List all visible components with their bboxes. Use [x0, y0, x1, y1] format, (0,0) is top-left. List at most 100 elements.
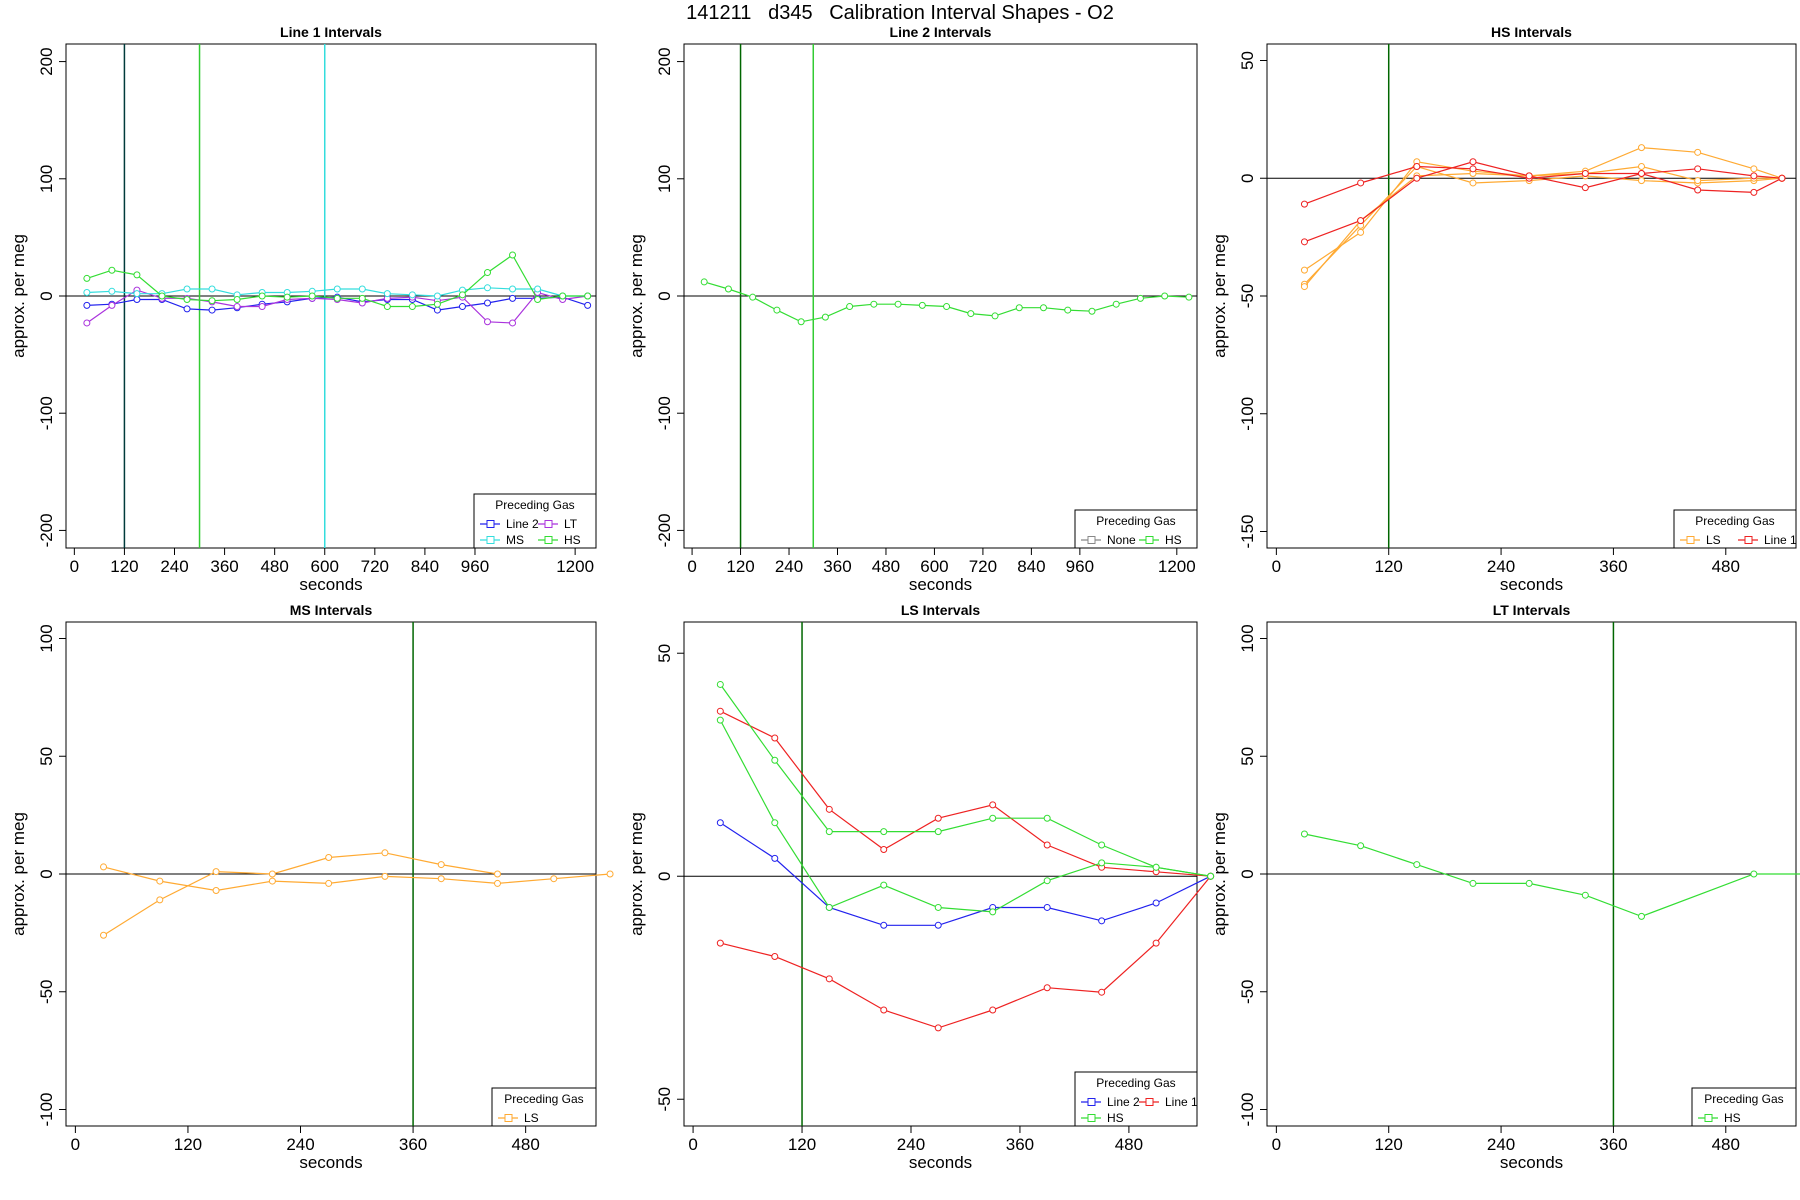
legend: Preceding Gas LS Line 1	[1673, 509, 1797, 549]
y-tick-label: 200	[655, 47, 674, 75]
data-point	[1638, 177, 1646, 185]
data-point	[494, 870, 502, 878]
plot-frame	[683, 621, 1198, 1127]
data-point	[509, 294, 517, 302]
legend-swatch-marker	[1145, 536, 1154, 544]
data-point	[325, 879, 333, 887]
chart-panel: Line 2 Intervals 0 120 240 360 480 600 720 840 96…	[627, 24, 1198, 594]
x-axis-label: seconds	[1500, 575, 1563, 594]
y-tick-label: -100	[1238, 397, 1257, 431]
data-point	[1098, 859, 1106, 867]
data-point	[1040, 304, 1048, 312]
legend-label: HS	[564, 533, 581, 547]
data-point	[283, 293, 291, 301]
x-tick-label: 120	[1375, 1135, 1403, 1154]
x-tick-label: 1200	[1158, 557, 1196, 576]
y-tick-label: 100	[655, 165, 674, 193]
data-point	[408, 303, 416, 311]
legend-swatch-marker	[504, 1114, 513, 1122]
data-point	[797, 318, 805, 326]
data-point	[158, 292, 166, 300]
data-point	[880, 845, 888, 853]
x-tick-label: 480	[1712, 557, 1740, 576]
y-tick-label: 200	[37, 47, 56, 75]
data-point	[83, 274, 91, 282]
x-tick-label: 360	[1599, 557, 1627, 576]
data-point	[1469, 158, 1477, 166]
data-point	[825, 805, 833, 813]
data-point	[1185, 293, 1193, 301]
legend-swatch-marker	[1087, 1098, 1096, 1106]
legend: Preceding Gas None HS	[1074, 509, 1198, 549]
x-axis-label: seconds	[909, 575, 972, 594]
data-point	[108, 301, 116, 309]
y-tick-label: 100	[37, 165, 56, 193]
chart-panel: MS Intervals 0 120 240 360 480 seconds -100 -50 0…	[9, 602, 614, 1172]
data-point	[821, 313, 829, 321]
data-point	[773, 306, 781, 314]
data-point	[1638, 162, 1646, 170]
data-point	[381, 849, 389, 857]
data-point	[1413, 174, 1421, 182]
data-point	[1694, 148, 1702, 156]
data-point	[880, 881, 888, 889]
data-point	[1043, 903, 1051, 911]
legend-label: Line 2	[506, 517, 539, 531]
data-point	[1638, 170, 1646, 178]
legend-swatch-marker	[1704, 1114, 1713, 1122]
data-point	[934, 1024, 942, 1032]
data-point	[108, 266, 116, 274]
data-point	[437, 875, 445, 883]
y-axis-label: approx. per meg	[9, 812, 28, 936]
data-point	[870, 300, 878, 308]
x-tick-label: 360	[399, 1135, 427, 1154]
data-point	[183, 296, 191, 304]
data-point	[1098, 917, 1106, 925]
plot-frame	[1266, 43, 1797, 549]
y-tick-label: -100	[655, 396, 674, 430]
legend-swatch-marker	[1087, 1114, 1096, 1122]
series-line	[720, 710, 1211, 877]
data-point	[1152, 899, 1160, 907]
data-point	[83, 288, 91, 296]
data-point	[1098, 988, 1106, 996]
y-tick-label: 0	[1238, 869, 1257, 878]
y-tick-label: 0	[37, 291, 56, 300]
data-point	[325, 854, 333, 862]
data-point	[584, 292, 592, 300]
legend-label: HS	[1107, 1111, 1124, 1125]
data-point	[1300, 283, 1308, 291]
y-tick-label: 0	[655, 871, 674, 880]
data-point	[534, 285, 542, 293]
legend-label: Line 2	[1107, 1095, 1140, 1109]
data-point	[1300, 200, 1308, 208]
legend-label: HS	[1165, 533, 1182, 547]
data-point	[606, 870, 614, 878]
x-tick-label: 480	[511, 1135, 539, 1154]
x-tick-label: 720	[969, 557, 997, 576]
x-tick-label: 960	[1066, 557, 1094, 576]
data-point	[383, 303, 391, 311]
data-point	[825, 975, 833, 983]
data-point	[1750, 188, 1758, 196]
data-point	[83, 301, 91, 309]
data-point	[1357, 179, 1365, 187]
data-point	[437, 861, 445, 869]
data-point	[1694, 165, 1702, 173]
data-point	[483, 318, 491, 326]
data-point	[550, 875, 558, 883]
legend-label: LS	[1706, 533, 1721, 547]
y-tick-label: -200	[37, 513, 56, 547]
chart-panel: Line 1 Intervals 0 120 240 360 480 600 720 840 96…	[9, 24, 597, 594]
data-point	[208, 285, 216, 293]
legend-swatch-marker	[544, 536, 553, 544]
y-axis-label: approx. per meg	[1210, 234, 1229, 358]
data-point	[1694, 177, 1702, 185]
data-point	[880, 1006, 888, 1014]
y-tick-label: -100	[37, 1092, 56, 1126]
data-point	[880, 921, 888, 929]
x-tick-label: 360	[823, 557, 851, 576]
data-point	[716, 680, 724, 688]
legend-label: LS	[524, 1111, 539, 1125]
